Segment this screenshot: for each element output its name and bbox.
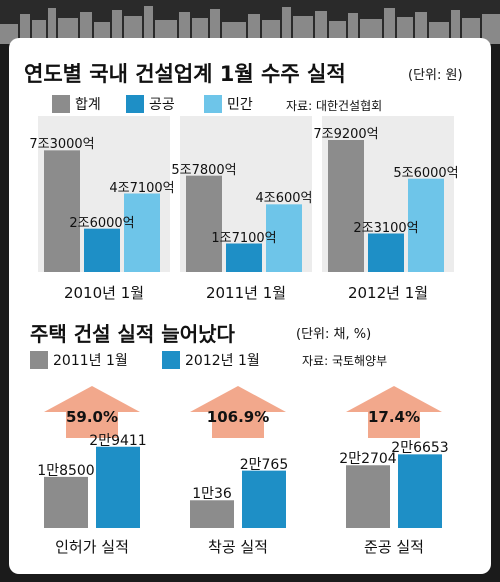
chart1-value-label: 2조6000억: [69, 215, 135, 231]
chart1-value-label: 2조3100억: [353, 220, 419, 236]
growth-percent-label: 59.0%: [65, 408, 119, 426]
chart2-value-label: 2만2704: [339, 451, 397, 468]
chart2-bar-2011년 1월: [44, 476, 88, 528]
legend-label: 2012년 1월: [185, 353, 260, 369]
legend-label: 2011년 1월: [53, 353, 128, 369]
legend-swatch: [162, 351, 180, 369]
chart2-category-label: 인허가 실적: [55, 538, 129, 556]
legend-swatch: [30, 351, 48, 369]
chart1-value-label: 4조600억: [255, 191, 313, 207]
chart2-value-label: 1만36: [192, 486, 232, 503]
legend-label: 민간: [227, 97, 253, 113]
chart2-value-label: 2만9411: [89, 432, 147, 449]
chart2-value-label: 1만8500: [37, 462, 95, 479]
legend-swatch: [126, 95, 144, 113]
chart1-bar-공공: [226, 243, 262, 272]
legend-label: 공공: [149, 97, 175, 113]
chart2-value-label: 2만6653: [391, 440, 449, 457]
chart1-bar-chart: [38, 116, 454, 272]
chart2-legend-2012: 2012년 1월: [162, 350, 260, 370]
chart2-category-label: 준공 실적: [364, 538, 424, 556]
chart1-bar-합계: [44, 150, 80, 272]
chart1-category-label: 2011년 1월: [205, 284, 287, 302]
chart2-bar-2012년 1월: [242, 470, 286, 528]
chart1-bar-민간: [124, 193, 160, 272]
chart1-value-label: 7조9200억: [313, 127, 379, 142]
chart1-bar-합계: [186, 175, 222, 272]
chart1-source: 자료: 대한건설협회: [286, 99, 383, 113]
chart1-bar-공공: [84, 228, 120, 272]
chart1-legend-private: 민간: [204, 94, 253, 114]
chart2-category-label: 착공 실적: [208, 538, 268, 556]
chart2-bar-2012년 1월: [398, 454, 442, 528]
chart1-value-label: 5조7800억: [171, 162, 237, 178]
chart1-value-label: 5조6000억: [393, 165, 459, 181]
growth-arrow: [190, 386, 286, 438]
chart1-bar-민간: [408, 178, 444, 272]
chart1-unit: (단위: 원): [408, 68, 463, 83]
legend-label: 합계: [75, 97, 101, 113]
growth-arrow: [346, 386, 442, 438]
chart1-value-label: 4조7100억: [109, 180, 175, 196]
legend-swatch: [52, 95, 70, 113]
chart1-category-label: 2010년 1월: [63, 284, 145, 302]
chart2-source: 자료: 국토해양부: [302, 354, 388, 368]
chart2-title: 주택 건설 실적 늘어났다: [30, 322, 235, 346]
chart1-value-label: 1조7100억: [211, 230, 277, 246]
growth-percent-label: 106.9%: [206, 408, 270, 426]
chart1-legend-public: 공공: [126, 94, 175, 114]
chart2-unit: (단위: 채, %): [296, 327, 372, 342]
chart1-category-label: 2012년 1월: [347, 284, 429, 302]
chart2-bar-2012년 1월: [96, 446, 140, 528]
chart2-bar-2011년 1월: [190, 500, 234, 528]
chart1-title: 연도별 국내 건설업계 1월 수주 실적: [24, 62, 346, 86]
growth-percent-label: 17.4%: [367, 408, 421, 426]
chart2-value-label: 2만765: [239, 456, 289, 473]
legend-swatch: [204, 95, 222, 113]
chart1-value-label: 7조3000억: [29, 137, 95, 153]
chart2-legend-2011: 2011년 1월: [30, 350, 128, 370]
chart1-bar-공공: [368, 233, 404, 272]
growth-arrow: [44, 386, 140, 438]
chart1-bar-합계: [328, 140, 364, 272]
chart1-legend-total: 합계: [52, 94, 101, 114]
chart2-bar-2011년 1월: [346, 465, 390, 528]
chart1-bar-민간: [266, 204, 302, 272]
